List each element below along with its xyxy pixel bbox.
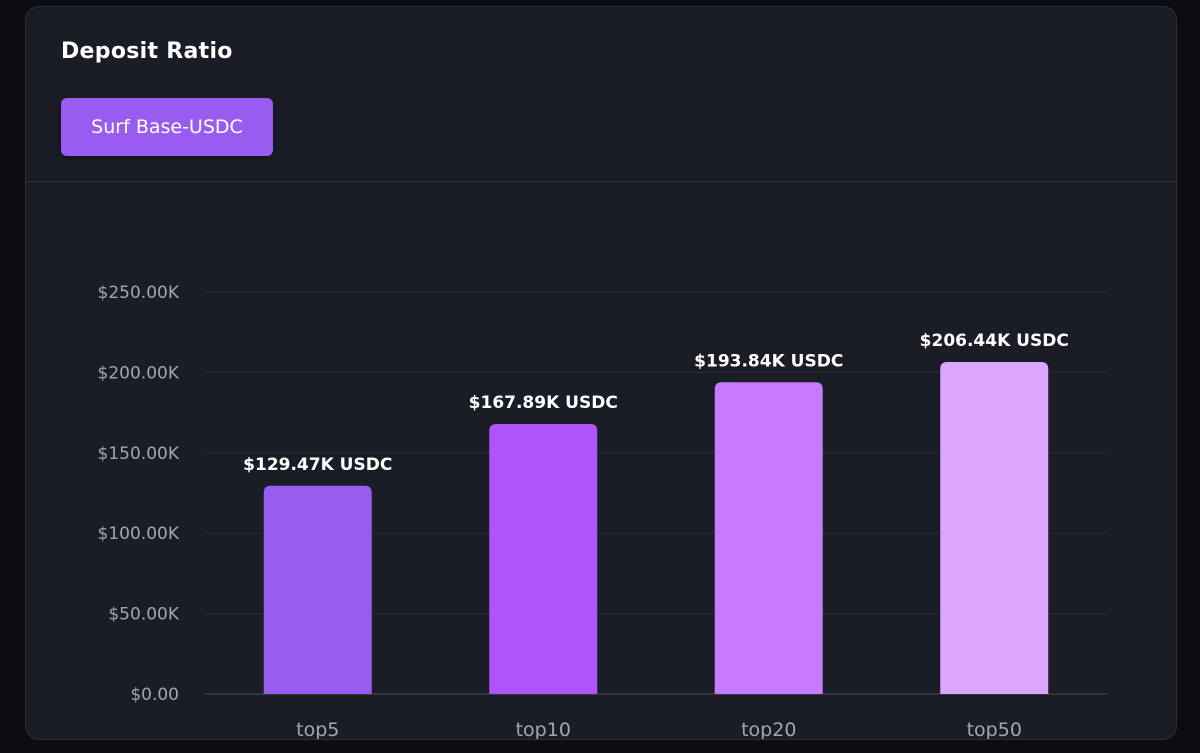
data-label: $129.47K USDC: [243, 455, 392, 475]
x-tick-label: top20: [741, 719, 796, 740]
y-tick-label: $50.00K: [108, 605, 179, 625]
bar-top20[interactable]: [714, 382, 823, 694]
data-label: $193.84K USDC: [694, 351, 843, 371]
bar-top10[interactable]: [489, 424, 598, 694]
data-label: $167.89K USDC: [469, 393, 618, 413]
deposit-ratio-card: Deposit Ratio Surf Base-USDC $0.00 $50.00…: [25, 6, 1177, 740]
data-label: $206.44K USDC: [920, 331, 1069, 351]
y-tick-label: $200.00K: [98, 363, 180, 383]
x-tick-label: top10: [516, 719, 571, 740]
card-title: Deposit Ratio: [61, 39, 233, 64]
vault-filter-button[interactable]: Surf Base-USDC: [61, 98, 273, 156]
y-tick-label: $0.00: [130, 685, 179, 705]
deposit-ratio-bar-chart: $0.00 $50.00K $100.00K $150.00K $200.00K $250…: [98, 283, 1107, 740]
bar-top5[interactable]: [263, 485, 372, 694]
x-tick-label: top5: [296, 719, 339, 740]
bar-top50[interactable]: [940, 362, 1049, 694]
x-tick-label: top50: [967, 719, 1022, 740]
header-divider: [26, 181, 1176, 182]
y-tick-label: $250.00K: [98, 283, 180, 303]
y-tick-label: $150.00K: [98, 444, 180, 464]
y-tick-label: $100.00K: [98, 524, 180, 544]
